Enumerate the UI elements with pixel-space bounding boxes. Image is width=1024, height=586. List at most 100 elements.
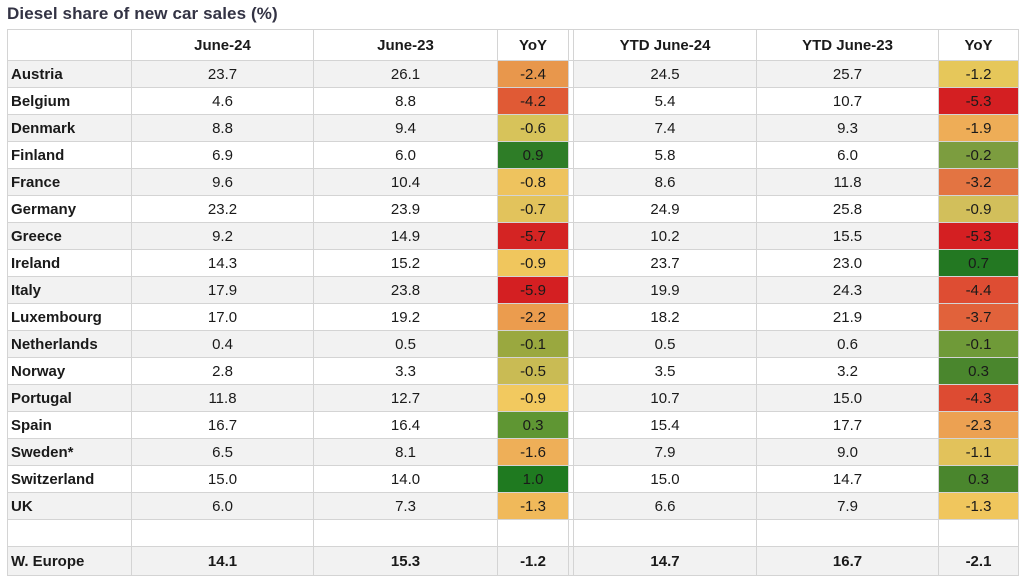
june-23-cell: 23.8 <box>313 276 498 304</box>
country-cell: Germany <box>7 195 132 223</box>
ytd-june-23-cell: 9.0 <box>756 438 939 466</box>
ytd-june-24-cell: 24.9 <box>573 195 757 223</box>
ytd-june-24-cell: 15.0 <box>573 465 757 493</box>
june-23-cell: 16.4 <box>313 411 498 439</box>
country-cell: Luxembourg <box>7 303 132 331</box>
ytd-june-24-cell: 7.4 <box>573 114 757 142</box>
table-row: Italy 17.9 23.8 -5.9 19.9 24.3 -4.4 <box>7 276 1019 304</box>
ytd-june-24-cell: 18.2 <box>573 303 757 331</box>
ytd-yoy-cell: -2.3 <box>938 411 1019 439</box>
ytd-yoy-cell: -1.3 <box>938 492 1019 520</box>
june-23-cell: 14.0 <box>313 465 498 493</box>
country-cell: Netherlands <box>7 330 132 358</box>
ytd-june-24-cell: 23.7 <box>573 249 757 277</box>
ytd-june-23-cell: 3.2 <box>756 357 939 385</box>
yoy-cell: -0.6 <box>497 114 569 142</box>
ytd-yoy-cell: -3.2 <box>938 168 1019 196</box>
blank-row <box>7 519 1019 547</box>
ytd-june-23-cell: 9.3 <box>756 114 939 142</box>
ytd-june-24-cell: 15.4 <box>573 411 757 439</box>
table-row: Spain 16.7 16.4 0.3 15.4 17.7 -2.3 <box>7 411 1019 439</box>
ytd-yoy-cell: -4.3 <box>938 384 1019 412</box>
june-24-cell: 6.9 <box>131 141 314 169</box>
yoy-cell: -2.2 <box>497 303 569 331</box>
ytd-june-24-cell: 6.6 <box>573 492 757 520</box>
ytd-yoy-cell: -1.9 <box>938 114 1019 142</box>
june-24-cell: 15.0 <box>131 465 314 493</box>
total-country-cell: W. Europe <box>7 546 132 576</box>
june-24-cell: 4.6 <box>131 87 314 115</box>
ytd-june-23-cell: 7.9 <box>756 492 939 520</box>
june-24-cell: 9.6 <box>131 168 314 196</box>
ytd-june-23-cell: 25.7 <box>756 60 939 88</box>
table-row: Luxembourg 17.0 19.2 -2.2 18.2 21.9 -3.7 <box>7 303 1019 331</box>
country-cell: Switzerland <box>7 465 132 493</box>
ytd-june-23-cell: 15.0 <box>756 384 939 412</box>
yoy-cell: -4.2 <box>497 87 569 115</box>
country-cell: Belgium <box>7 87 132 115</box>
country-cell: France <box>7 168 132 196</box>
june-24-cell: 8.8 <box>131 114 314 142</box>
ytd-yoy-cell: -0.2 <box>938 141 1019 169</box>
table-row: Netherlands 0.4 0.5 -0.1 0.5 0.6 -0.1 <box>7 330 1019 358</box>
table-row: Sweden* 6.5 8.1 -1.6 7.9 9.0 -1.1 <box>7 438 1019 466</box>
table-row: Greece 9.2 14.9 -5.7 10.2 15.5 -5.3 <box>7 222 1019 250</box>
june-23-cell: 10.4 <box>313 168 498 196</box>
total-june-24-cell: 14.1 <box>131 546 314 576</box>
country-cell: Norway <box>7 357 132 385</box>
country-cell: Spain <box>7 411 132 439</box>
yoy-cell: -0.1 <box>497 330 569 358</box>
ytd-june-23-cell: 15.5 <box>756 222 939 250</box>
ytd-june-23-cell: 0.6 <box>756 330 939 358</box>
june-23-cell: 26.1 <box>313 60 498 88</box>
yoy-cell: -1.3 <box>497 492 569 520</box>
ytd-yoy-cell: -0.1 <box>938 330 1019 358</box>
table-row: France 9.6 10.4 -0.8 8.6 11.8 -3.2 <box>7 168 1019 196</box>
table-row: Belgium 4.6 8.8 -4.2 5.4 10.7 -5.3 <box>7 87 1019 115</box>
june-23-cell: 19.2 <box>313 303 498 331</box>
total-ytd-yoy-cell: -2.1 <box>938 546 1019 576</box>
ytd-june-23-cell: 17.7 <box>756 411 939 439</box>
country-cell: Ireland <box>7 249 132 277</box>
ytd-june-24-cell: 19.9 <box>573 276 757 304</box>
june-23-cell: 8.8 <box>313 87 498 115</box>
yoy-cell: 0.3 <box>497 411 569 439</box>
june-24-cell: 11.8 <box>131 384 314 412</box>
yoy-cell: -2.4 <box>497 60 569 88</box>
ytd-yoy-cell: -1.2 <box>938 60 1019 88</box>
ytd-june-24-cell: 24.5 <box>573 60 757 88</box>
june-24-cell: 17.0 <box>131 303 314 331</box>
header-june-24: June-24 <box>131 29 314 61</box>
june-24-cell: 16.7 <box>131 411 314 439</box>
header-row: June-24 June-23 YoY YTD June-24 YTD June… <box>7 29 1019 61</box>
june-23-cell: 9.4 <box>313 114 498 142</box>
empty-cell <box>131 519 314 547</box>
yoy-cell: -0.9 <box>497 249 569 277</box>
yoy-cell: -1.6 <box>497 438 569 466</box>
ytd-june-24-cell: 7.9 <box>573 438 757 466</box>
june-23-cell: 8.1 <box>313 438 498 466</box>
ytd-june-24-cell: 10.2 <box>573 222 757 250</box>
june-23-cell: 6.0 <box>313 141 498 169</box>
country-cell: Italy <box>7 276 132 304</box>
empty-cell <box>573 519 757 547</box>
yoy-cell: -0.7 <box>497 195 569 223</box>
ytd-june-23-cell: 23.0 <box>756 249 939 277</box>
header-june-23: June-23 <box>313 29 498 61</box>
diesel-share-table: June-24 June-23 YoY YTD June-24 YTD June… <box>7 29 1019 576</box>
june-24-cell: 6.5 <box>131 438 314 466</box>
ytd-june-23-cell: 24.3 <box>756 276 939 304</box>
june-24-cell: 23.7 <box>131 60 314 88</box>
ytd-june-23-cell: 10.7 <box>756 87 939 115</box>
yoy-cell: -0.8 <box>497 168 569 196</box>
total-ytd-june-23-cell: 16.7 <box>756 546 939 576</box>
country-cell: UK <box>7 492 132 520</box>
table-title: Diesel share of new car sales (%) <box>7 4 278 23</box>
june-23-cell: 0.5 <box>313 330 498 358</box>
ytd-june-24-cell: 5.8 <box>573 141 757 169</box>
table-row: Germany 23.2 23.9 -0.7 24.9 25.8 -0.9 <box>7 195 1019 223</box>
yoy-cell: 0.9 <box>497 141 569 169</box>
ytd-yoy-cell: -1.1 <box>938 438 1019 466</box>
table-row: Denmark 8.8 9.4 -0.6 7.4 9.3 -1.9 <box>7 114 1019 142</box>
table-row: Portugal 11.8 12.7 -0.9 10.7 15.0 -4.3 <box>7 384 1019 412</box>
